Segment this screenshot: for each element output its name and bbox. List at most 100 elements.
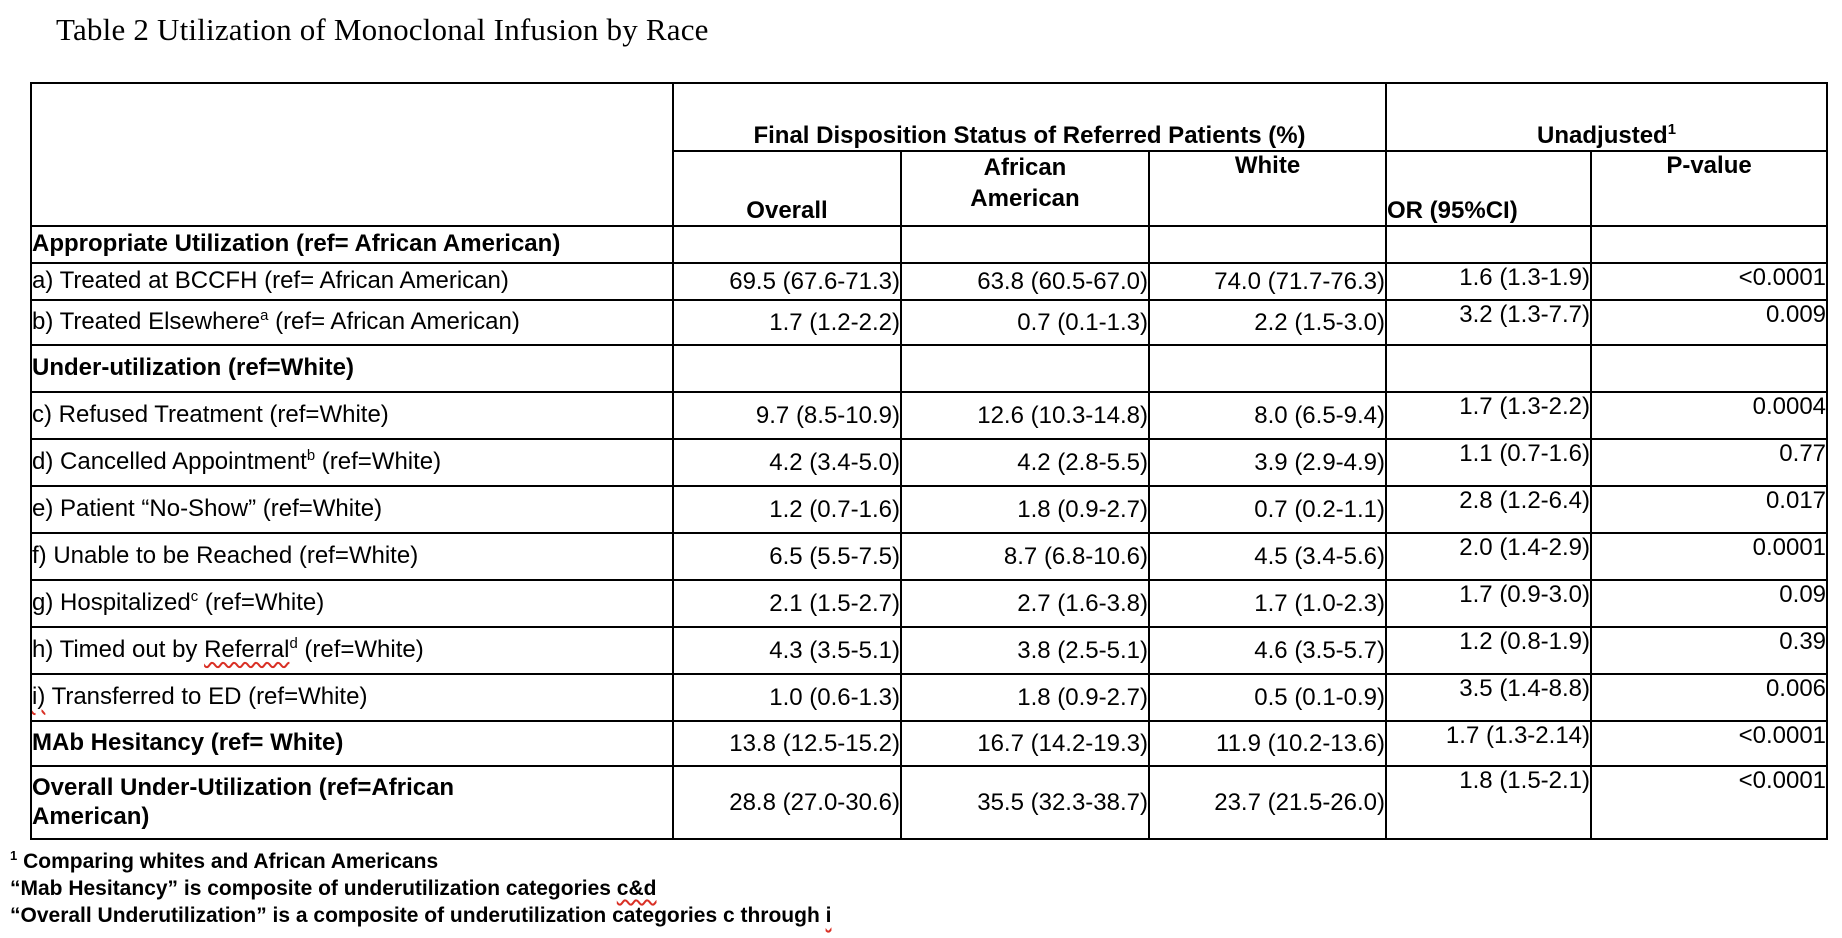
column-header-or: OR (95%CI) xyxy=(1385,150,1593,227)
table-row-refused-treatment: c) Refused Treatment (ref=White) 9.7 (8.5… xyxy=(30,391,1829,440)
table-row-hospitalized: g) Hospitalizedc (ref=White) 2.1 (1.5-2.7… xyxy=(30,579,1829,628)
column-header-overall-label: Overall xyxy=(746,197,828,224)
spellcheck-underlined-text: i xyxy=(825,904,832,927)
cell-p-value xyxy=(1590,225,1829,264)
footnote-2: “Mab Hesitancy” is composite of underuti… xyxy=(10,877,657,900)
group-header-row: Final Disposition Status of Referred Pat… xyxy=(30,82,1829,227)
row-label-text: Under-utilization (ref=White) xyxy=(32,354,354,382)
cell-p-value: 0.017 xyxy=(1590,485,1829,534)
table-row-under-utilization: Under-utilization (ref=White) xyxy=(30,344,1829,393)
row-label-text: MAb Hesitancy (ref= White) xyxy=(32,729,344,757)
cell-overall: 1.7 (1.2-2.2) xyxy=(672,299,902,346)
table-row-timed-out-by-referral: h) Timed out by Referrald (ref=White) 4.3… xyxy=(30,626,1829,675)
cell-white: 4.5 (3.4-5.6) xyxy=(1147,532,1388,581)
row-label-transferred-to-ed: i) Transferred to ED (ref=White) xyxy=(30,673,674,722)
row-label-timed-out-by-referral: h) Timed out by Referrald (ref=White) xyxy=(30,626,674,675)
table-row-cancelled-appointment: d) Cancelled Appointmentb (ref=White) 4.2… xyxy=(30,438,1829,487)
cell-or: 2.8 (1.2-6.4) xyxy=(1385,485,1593,534)
cell-overall: 69.5 (67.6-71.3) xyxy=(672,262,902,301)
footnote-1: 1 Comparing whites and African Americans xyxy=(10,848,439,873)
row-label-text: i) Transferred to ED (ref=White) xyxy=(32,683,368,711)
cell-p-value: <0.0001 xyxy=(1590,720,1829,767)
superscript-marker: b xyxy=(306,448,316,465)
superscript-marker: a xyxy=(260,308,269,325)
row-label-text: Appropriate Utilization (ref= African Am… xyxy=(32,230,561,258)
utilization-table: Final Disposition Status of Referred Pat… xyxy=(30,82,1829,840)
group-header-unadjusted-label: Unadjusted xyxy=(1537,122,1668,149)
row-label-text: Overall Under-Utilization (ref=African A… xyxy=(32,774,455,830)
table-row-patient-no-show: e) Patient “No-Show” (ref=White) 1.2 (0.7… xyxy=(30,485,1829,534)
column-header-row: Overall African American White OR (95%CI… xyxy=(31,150,1829,227)
cell-or: 1.6 (1.3-1.9) xyxy=(1385,262,1593,301)
cell-p-value: <0.0001 xyxy=(1590,765,1829,840)
row-label-cancelled-appointment: d) Cancelled Appointmentb (ref=White) xyxy=(30,438,674,487)
cell-or xyxy=(1385,225,1593,264)
footnote-3: “Overall Underutilization” is a composit… xyxy=(10,904,832,927)
superscript-marker: c xyxy=(190,589,199,606)
superscript-marker: 1 xyxy=(10,848,18,863)
column-header-african-american: African American xyxy=(900,150,1150,227)
cell-white: 0.5 (0.1-0.9) xyxy=(1147,673,1388,722)
cell-or: 1.8 (1.5-2.1) xyxy=(1385,765,1593,840)
column-header-african-american-label: African American xyxy=(970,154,1080,213)
table-row-transferred-to-ed: i) Transferred to ED (ref=White) 1.0 (0.6… xyxy=(30,673,1829,722)
cell-white: 2.2 (1.5-3.0) xyxy=(1147,299,1388,346)
cell-overall: 28.8 (27.0-30.6) xyxy=(672,765,902,840)
cell-white: 1.7 (1.0-2.3) xyxy=(1147,579,1388,628)
cell-african-american: 4.2 (2.8-5.5) xyxy=(900,438,1150,487)
cell-african-american: 1.8 (0.9-2.7) xyxy=(900,673,1150,722)
row-label-mab-hesitancy: MAb Hesitancy (ref= White) xyxy=(30,720,674,767)
cell-p-value: 0.39 xyxy=(1590,626,1829,675)
cell-white: 11.9 (10.2-13.6) xyxy=(1147,720,1388,767)
row-label-under-utilization: Under-utilization (ref=White) xyxy=(30,344,674,393)
row-label-text: c) Refused Treatment (ref=White) xyxy=(32,401,389,429)
cell-african-american: 2.7 (1.6-3.8) xyxy=(900,579,1150,628)
cell-overall: 1.0 (0.6-1.3) xyxy=(672,673,902,722)
column-header-or-label: OR (95%CI) xyxy=(1387,197,1518,224)
cell-or: 3.2 (1.3-7.7) xyxy=(1385,299,1593,346)
cell-white: 8.0 (6.5-9.4) xyxy=(1147,391,1388,440)
row-label-text: f) Unable to be Reached (ref=White) xyxy=(32,542,419,570)
row-label-hospitalized: g) Hospitalizedc (ref=White) xyxy=(30,579,674,628)
cell-p-value: 0.77 xyxy=(1590,438,1829,487)
cell-white: 74.0 (71.7-76.3) xyxy=(1147,262,1388,301)
cell-white: 3.9 (2.9-4.9) xyxy=(1147,438,1388,487)
table-row-unable-to-be-reached: f) Unable to be Reached (ref=White) 6.5 (… xyxy=(30,532,1829,581)
cell-african-american: 63.8 (60.5-67.0) xyxy=(900,262,1150,301)
cell-or: 1.7 (1.3-2.14) xyxy=(1385,720,1593,767)
cell-or: 1.2 (0.8-1.9) xyxy=(1385,626,1593,675)
footnotes: 1 Comparing whites and African Americans… xyxy=(10,848,1842,929)
column-header-overall: Overall xyxy=(672,150,902,227)
group-header-disposition: Final Disposition Status of Referred Pat… xyxy=(671,82,1388,152)
row-label-patient-no-show: e) Patient “No-Show” (ref=White) xyxy=(30,485,674,534)
table-row-appropriate-utilization: Appropriate Utilization (ref= African Am… xyxy=(30,225,1829,264)
table-row-mab-hesitancy: MAb Hesitancy (ref= White) 13.8 (12.5-15.… xyxy=(30,720,1829,767)
column-header-p-value: P-value xyxy=(1590,150,1829,227)
row-label-refused-treatment: c) Refused Treatment (ref=White) xyxy=(30,391,674,440)
cell-white: 4.6 (3.5-5.7) xyxy=(1147,626,1388,675)
cell-or: 1.7 (1.3-2.2) xyxy=(1385,391,1593,440)
cell-p-value: 0.0004 xyxy=(1590,391,1829,440)
cell-p-value: 0.09 xyxy=(1590,579,1829,628)
cell-white: 23.7 (21.5-26.0) xyxy=(1147,765,1388,840)
cell-or: 1.7 (0.9-3.0) xyxy=(1385,579,1593,628)
row-label-unable-to-be-reached: f) Unable to be Reached (ref=White) xyxy=(30,532,674,581)
spellcheck-underlined-text: c&d xyxy=(616,877,657,900)
cell-overall: 6.5 (5.5-7.5) xyxy=(672,532,902,581)
group-header-unadjusted: Unadjusted1 xyxy=(1385,82,1829,152)
cell-overall: 9.7 (8.5-10.9) xyxy=(672,391,902,440)
row-label-appropriate-utilization: Appropriate Utilization (ref= African Am… xyxy=(30,225,674,264)
column-header-p-value-label: P-value xyxy=(1666,152,1752,179)
row-label-text: b) Treated Elsewherea (ref= African Amer… xyxy=(32,308,520,336)
cell-white xyxy=(1147,225,1388,264)
cell-african-american xyxy=(900,225,1150,264)
row-label-overall-under-utilization: Overall Under-Utilization (ref=African A… xyxy=(30,765,674,840)
table-row-overall-under-utilization: Overall Under-Utilization (ref=African A… xyxy=(30,765,1829,840)
cell-african-american: 0.7 (0.1-1.3) xyxy=(900,299,1150,346)
column-header-white-label: White xyxy=(1234,152,1301,179)
cell-african-american: 8.7 (6.8-10.6) xyxy=(900,532,1150,581)
row-label-text: e) Patient “No-Show” (ref=White) xyxy=(32,495,383,523)
cell-or: 1.1 (0.7-1.6) xyxy=(1385,438,1593,487)
cell-or: 2.0 (1.4-2.9) xyxy=(1385,532,1593,581)
row-label-treated-elsewhere: b) Treated Elsewherea (ref= African Amer… xyxy=(30,299,674,346)
